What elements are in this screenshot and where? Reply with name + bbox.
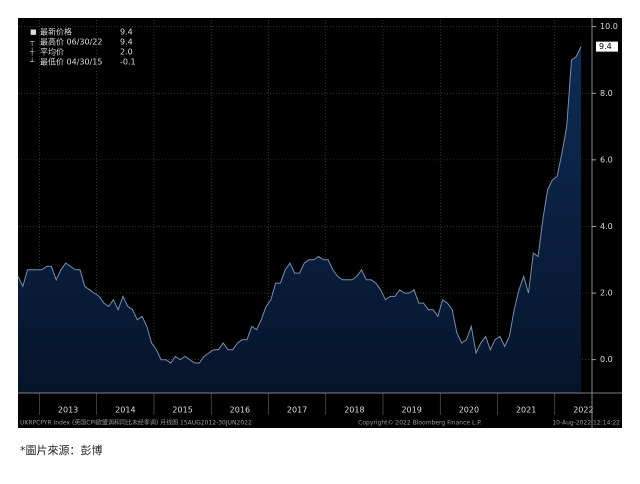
x-tick-label: 2020 [459, 406, 479, 415]
y-tick-label: 6.0 [600, 155, 613, 164]
legend-label: 最低价 04/30/15 [40, 57, 102, 67]
x-tick-label: 2022 [573, 406, 593, 415]
footer-text: 10-Aug-2022 12:14:22 [552, 420, 620, 427]
legend-symbol: ┼ [29, 47, 35, 56]
last-value-box [596, 41, 618, 52]
y-tick-label: 8.0 [600, 89, 613, 98]
legend-label: 最高价 06/30/22 [40, 37, 102, 47]
x-tick-label: 2018 [344, 406, 364, 415]
caption: *圖片來源：彭博 [20, 443, 103, 457]
legend-value: 9.4 [120, 28, 133, 37]
legend-label: 平均价 [40, 47, 64, 57]
footer-text: UKRPCPYR Index (英国CPI欧盟调和同比未经季调) 月线图 15A… [20, 419, 252, 427]
y-tick-label: 10.0 [600, 22, 618, 31]
last-value-label: 9.4 [599, 42, 612, 51]
x-tick-label: 2021 [516, 406, 536, 415]
footer-text: Copyright© 2022 Bloomberg Finance L.P. [358, 420, 482, 427]
legend-value: 9.4 [120, 38, 133, 47]
x-tick-label: 2017 [287, 406, 307, 415]
x-tick-label: 2019 [401, 406, 421, 415]
y-tick-label: 2.0 [600, 289, 613, 298]
area [18, 46, 581, 393]
legend-symbol: ┬ [29, 38, 35, 46]
y-tick-label: 4.0 [600, 222, 613, 231]
line [17, 46, 582, 364]
legend-symbol: ┴ [29, 57, 35, 66]
x-tick-label: 2016 [230, 406, 250, 415]
x-tick-label: 2013 [58, 406, 78, 415]
y-tick-label: 0.0 [600, 355, 613, 364]
legend-symbol: ■ [30, 28, 37, 36]
x-tick-label: 2014 [115, 406, 135, 415]
legend-value: -0.1 [120, 58, 136, 67]
legend-value: 2.0 [120, 48, 133, 57]
legend-label: 最新价格 [40, 27, 72, 37]
x-tick-label: 2015 [172, 406, 192, 415]
